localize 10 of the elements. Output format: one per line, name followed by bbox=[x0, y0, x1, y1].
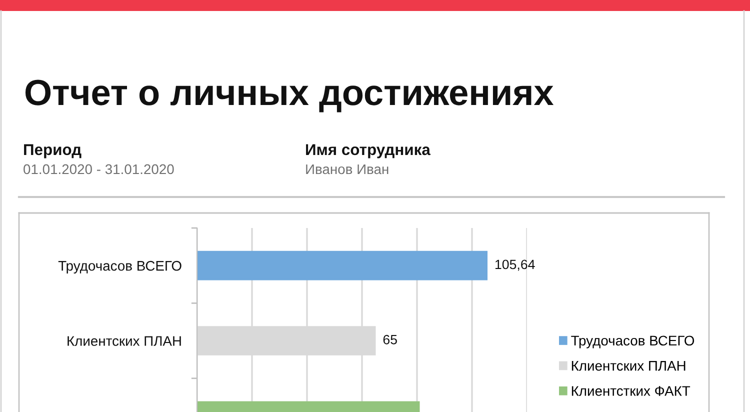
text: Иванов Иван bbox=[306, 164, 388, 174]
legend-label: Клиентстких ФАКТ bbox=[572, 386, 690, 396]
data-label: 105,64 bbox=[495, 260, 535, 271]
text: Период bbox=[24, 144, 82, 158]
chart-title: Отчет о личных достижениях bbox=[25, 80, 554, 112]
text: 01.01.2020 - 31.01.2020 bbox=[24, 164, 174, 174]
text: Имя сотрудника bbox=[306, 144, 430, 158]
legend-label: Трудочасов ВСЕГО bbox=[571, 336, 694, 348]
data-label: 65 bbox=[383, 334, 397, 344]
legend-label: Клиентских ПЛАН bbox=[572, 361, 686, 371]
